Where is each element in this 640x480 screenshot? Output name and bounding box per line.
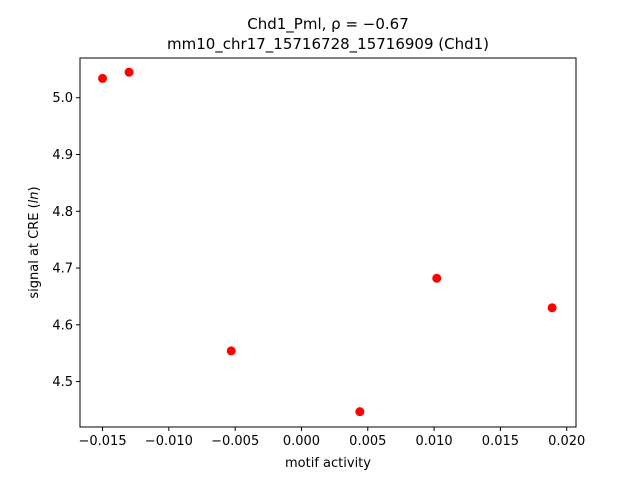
y-tick-label: 4.9 bbox=[52, 148, 73, 163]
x-tick-label: 0.005 bbox=[349, 434, 386, 449]
y-tick-label: 4.5 bbox=[52, 375, 73, 390]
x-tick-label: 0.010 bbox=[415, 434, 452, 449]
data-point bbox=[355, 407, 365, 417]
x-tick-label: −0.005 bbox=[211, 434, 259, 449]
y-axis-label-prefix: signal at CRE ( bbox=[27, 203, 42, 298]
data-point bbox=[226, 346, 236, 356]
y-tick-label: 4.7 bbox=[52, 262, 73, 277]
chart-title-line1: Chd1_Pml, ρ = −0.67 bbox=[247, 15, 409, 34]
data-point bbox=[432, 273, 442, 283]
data-point bbox=[547, 303, 557, 313]
data-points bbox=[98, 67, 557, 417]
y-tick-label: 4.6 bbox=[52, 318, 73, 333]
chart-title-line2: mm10_chr17_15716728_15716909 (Chd1) bbox=[167, 35, 489, 54]
x-tick-label: −0.015 bbox=[78, 434, 126, 449]
y-tick-label: 4.8 bbox=[52, 205, 73, 220]
x-tick-label: 0.000 bbox=[283, 434, 320, 449]
x-axis-label: motif activity bbox=[285, 456, 371, 471]
x-axis-ticks: −0.015 −0.010 −0.005 0.000 0.005 0.010 0.015 0.… bbox=[78, 427, 585, 449]
data-point bbox=[124, 67, 134, 77]
x-tick-label: 0.015 bbox=[482, 434, 519, 449]
data-point bbox=[98, 73, 108, 83]
y-axis-label-italic: ln bbox=[27, 191, 42, 203]
axes-frame bbox=[79, 57, 577, 428]
y-axis-label: signal at CRE (ln) bbox=[27, 186, 42, 298]
plot-area: −0.015 −0.010 −0.005 0.000 0.005 0.010 0.015 0.… bbox=[52, 57, 585, 449]
y-axis-label-suffix: ) bbox=[27, 186, 42, 191]
x-tick-label: 0.020 bbox=[548, 434, 585, 449]
y-axis-ticks: 4.5 4.6 4.7 4.8 4.9 5.0 bbox=[52, 91, 80, 390]
x-tick-label: −0.010 bbox=[145, 434, 193, 449]
y-tick-label: 5.0 bbox=[52, 91, 73, 106]
